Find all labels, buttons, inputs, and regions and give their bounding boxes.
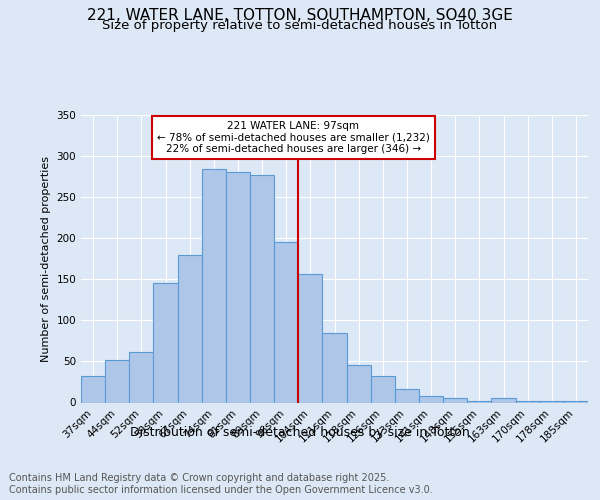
Bar	[395, 388, 419, 402]
Text: Distribution of semi-detached houses by size in Totton: Distribution of semi-detached houses by …	[130, 426, 470, 439]
Bar	[443, 398, 467, 402]
Bar	[105, 360, 129, 403]
Bar	[154, 284, 178, 403]
Bar	[347, 364, 371, 403]
Bar	[540, 401, 564, 402]
Bar	[81, 376, 105, 402]
Bar	[467, 401, 491, 402]
Bar	[491, 398, 515, 402]
Text: 221, WATER LANE, TOTTON, SOUTHAMPTON, SO40 3GE: 221, WATER LANE, TOTTON, SOUTHAMPTON, SO…	[87, 8, 513, 22]
Bar	[202, 169, 226, 402]
Y-axis label: Number of semi-detached properties: Number of semi-detached properties	[41, 156, 51, 362]
Bar	[226, 172, 250, 402]
Bar	[298, 274, 322, 402]
Bar	[129, 352, 154, 403]
Bar	[564, 401, 588, 402]
Bar	[371, 376, 395, 402]
Bar	[274, 242, 298, 402]
Bar	[419, 396, 443, 402]
Bar	[515, 401, 540, 402]
Text: Size of property relative to semi-detached houses in Totton: Size of property relative to semi-detach…	[103, 19, 497, 32]
Text: Contains HM Land Registry data © Crown copyright and database right 2025.
Contai: Contains HM Land Registry data © Crown c…	[9, 474, 433, 495]
Bar	[250, 175, 274, 402]
Text: 221 WATER LANE: 97sqm
← 78% of semi-detached houses are smaller (1,232)
22% of s: 221 WATER LANE: 97sqm ← 78% of semi-deta…	[157, 120, 430, 154]
Bar	[178, 256, 202, 402]
Bar	[322, 332, 347, 402]
